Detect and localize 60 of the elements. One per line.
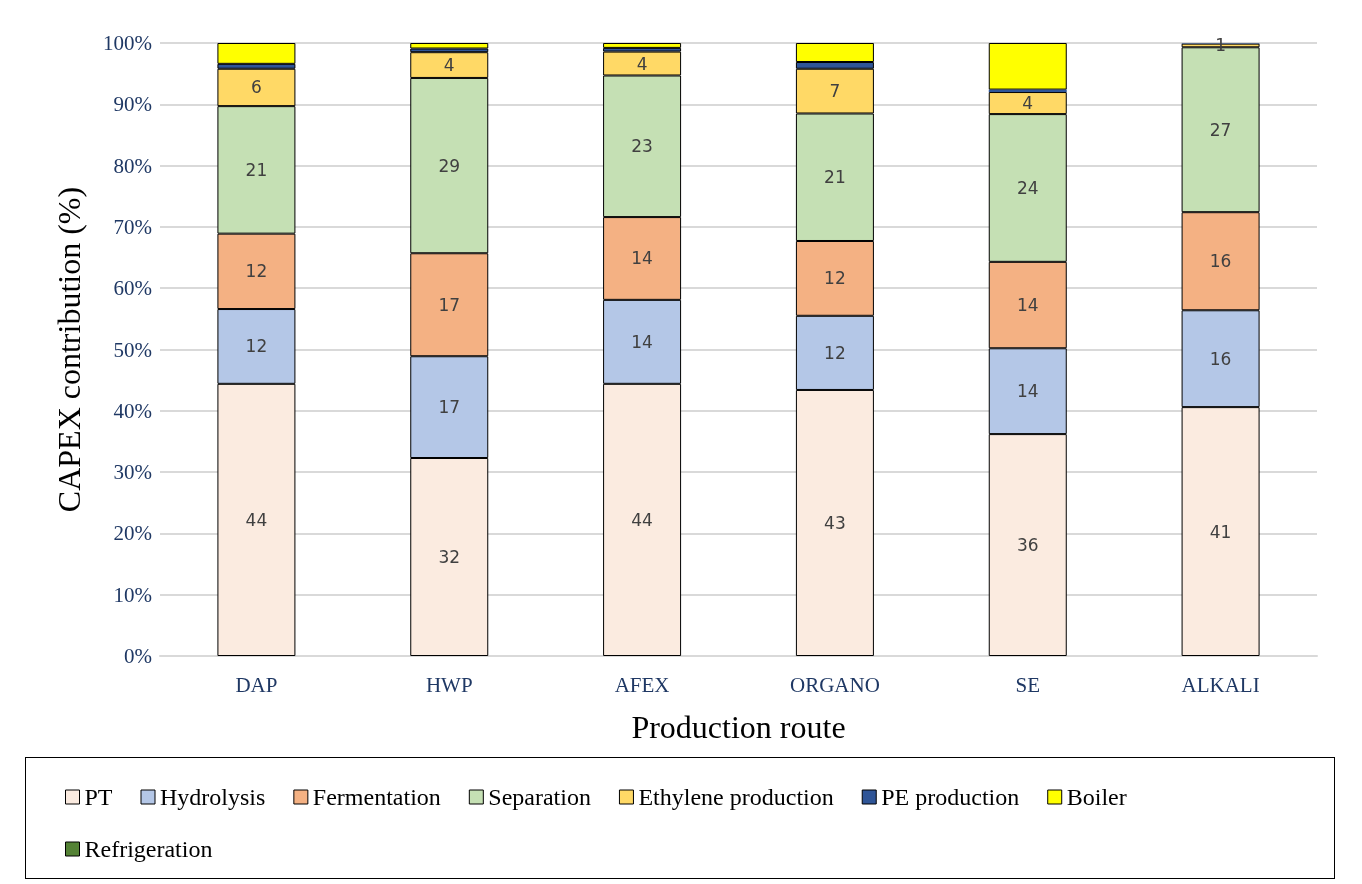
x-tick-label: ORGANO — [789, 672, 880, 697]
data-label: 7 — [829, 81, 841, 102]
data-label: 16 — [1209, 251, 1232, 272]
y-tick-label: 20% — [113, 521, 152, 546]
data-label: 21 — [824, 167, 846, 188]
data-label: 4 — [443, 55, 455, 76]
bar — [410, 43, 489, 49]
y-tick-label: 80% — [113, 153, 152, 178]
legend-label: Separation — [488, 784, 591, 810]
data-label: 4 — [636, 53, 648, 74]
data-label: 6 — [251, 77, 262, 98]
data-label: 29 — [438, 155, 461, 176]
y-tick-label: 60% — [113, 276, 152, 301]
y-tick-label: 40% — [113, 398, 152, 423]
data-label: 36 — [1016, 535, 1039, 556]
y-tick-label: 50% — [113, 337, 152, 362]
y-tick-label: 70% — [113, 214, 152, 239]
legend-label: PT — [84, 784, 113, 810]
data-label: 27 — [1209, 119, 1232, 140]
data-label: 21 — [245, 159, 268, 180]
legend-label: PE production — [881, 784, 1020, 810]
legend-label: Boiler — [1066, 784, 1127, 810]
data-label: 44 — [245, 509, 268, 530]
data-label: 16 — [1209, 348, 1232, 369]
x-tick-label: DAP — [235, 672, 278, 697]
data-label: 41 — [1209, 521, 1232, 542]
data-label: 23 — [631, 136, 653, 157]
bar — [603, 43, 682, 48]
data-label: 12 — [824, 268, 846, 289]
data-label: 43 — [824, 512, 846, 533]
bar — [988, 43, 1067, 90]
data-label: 12 — [245, 336, 268, 357]
y-tick-label: 10% — [113, 582, 152, 607]
legend-label: Refrigeration — [84, 836, 213, 862]
legend-label: Fermentation — [312, 784, 441, 810]
data-label: 14 — [1016, 295, 1039, 316]
data-label: 32 — [438, 547, 461, 567]
y-tick-label: 30% — [113, 460, 152, 485]
x-tick-label: ALKALI — [1181, 672, 1260, 697]
y-tick-label: 0% — [124, 644, 152, 668]
data-label: 12 — [824, 342, 846, 363]
data-label: 12 — [245, 261, 268, 282]
x-tick-label: HWP — [425, 672, 473, 697]
data-label: 14 — [631, 248, 653, 269]
data-label: 14 — [1016, 381, 1039, 402]
data-label: 44 — [631, 509, 653, 530]
data-label: 4 — [1022, 93, 1034, 114]
y-axis-title: CAPEX contribution (%) — [51, 186, 87, 513]
x-axis-title: Production route — [631, 709, 846, 745]
data-label: 17 — [438, 397, 461, 418]
legend-label: Hydrolysis — [160, 784, 266, 810]
x-tick-label: SE — [1015, 672, 1041, 697]
y-tick-label: 100% — [103, 31, 152, 55]
data-label: 1 — [1215, 35, 1226, 56]
legend-label: Ethylene production — [638, 784, 834, 810]
data-label: 17 — [438, 294, 461, 315]
data-label: 14 — [631, 331, 653, 352]
x-tick-label: AFEX — [614, 672, 670, 697]
y-tick-label: 90% — [113, 92, 152, 117]
data-label: 24 — [1016, 177, 1039, 198]
